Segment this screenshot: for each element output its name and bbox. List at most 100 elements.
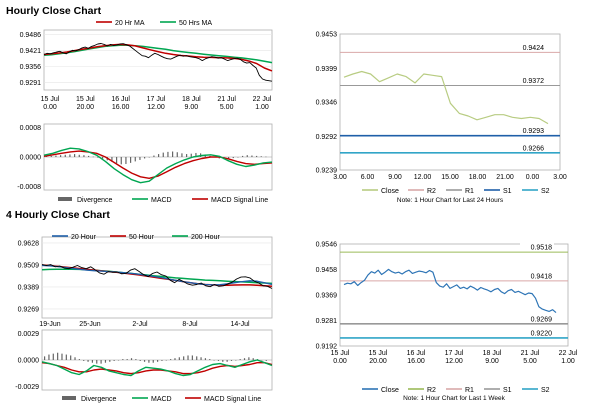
hourly-macd-divergence-bar bbox=[256, 155, 258, 157]
weekly-hourly-legend-r1-label: R1 bbox=[465, 387, 474, 394]
hourly-macd-divergence-bar bbox=[130, 157, 132, 163]
weekly-hourly-legend-s1-label: S1 bbox=[503, 387, 512, 394]
hourly-24h-legend-s1-label: S1 bbox=[503, 188, 512, 195]
hourly-macd-divergence-bar bbox=[232, 157, 234, 159]
hourly-24h-level-r1-label-bg bbox=[512, 76, 546, 85]
hourly-price-x-tick-date: 15 Jul bbox=[41, 96, 60, 103]
hourly-macd-divergence-bar bbox=[190, 153, 192, 157]
hourly-macd-divergence-bar bbox=[181, 153, 183, 157]
weekly-hourly-x-tick-time: 1.00 bbox=[561, 358, 575, 365]
hourly-macd-divergence-bar bbox=[237, 157, 239, 158]
hourly-price-x-tick-time: 0.00 bbox=[43, 104, 57, 111]
four-hourly-macd-divergence-bar bbox=[265, 360, 267, 361]
weekly-hourly-legend-s2-label: S2 bbox=[541, 387, 550, 394]
hourly-24h-close-line bbox=[343, 70, 549, 125]
four-hourly-macd-divergence-bar bbox=[48, 354, 50, 360]
four-hourly-macd-divergence-bar bbox=[65, 354, 67, 360]
weekly-hourly-y-tick: 0.9546 bbox=[316, 242, 338, 249]
four-hourly-macd-divergence-bar bbox=[243, 358, 246, 360]
four-hourly-macd-divergence-bar bbox=[157, 360, 159, 362]
four-hourly-macd-divergence-bar bbox=[191, 355, 193, 360]
weekly-hourly-x-tick-time: 0.00 bbox=[333, 358, 347, 365]
hourly-macd-divergence-bar bbox=[139, 157, 141, 160]
hourly-price-x-tick-date: 21 Jul bbox=[217, 96, 236, 103]
four-hourly-macd-divergence-bar bbox=[261, 360, 263, 361]
four-hourly-macd-divergence-bar bbox=[230, 360, 233, 361]
hourly-macd-macd-line bbox=[43, 147, 273, 184]
four-hourly-macd-divergence-bar bbox=[252, 358, 254, 360]
four-hourly-price-x-tick: 14-Jul bbox=[230, 321, 250, 328]
four-hourly-macd-divergence-bar bbox=[87, 360, 89, 362]
hourly-24h-y-tick: 0.9453 bbox=[316, 32, 338, 39]
four-hourly-price-y-tick: 0.9389 bbox=[18, 284, 40, 291]
hourly-macd-divergence-bar bbox=[176, 152, 178, 157]
four-hourly-price-legend-ma50-label: 50 Hour bbox=[129, 234, 155, 241]
four-hourly-macd-divergence-bar bbox=[122, 359, 124, 360]
hourly-macd-divergence-bar bbox=[158, 154, 160, 157]
hourly-24h-level-r1-label: 0.9372 bbox=[523, 78, 545, 85]
hourly-macd-divergence-bar bbox=[97, 157, 99, 158]
hourly-price-x-tick-date: 17 Jul bbox=[147, 96, 166, 103]
hourly-24h-level-s1-label: 0.9293 bbox=[523, 128, 545, 135]
hourly-24h-legend-s2-label: S2 bbox=[541, 188, 550, 195]
hourly-macd-divergence-bar bbox=[60, 155, 62, 157]
four-hourly-macd-legend-macd-label: MACD bbox=[151, 396, 172, 403]
four-hourly-macd-divergence-bar bbox=[78, 359, 80, 360]
four-hourly-macd-divergence-bar bbox=[126, 359, 128, 360]
four-hourly-price-ma20-line bbox=[41, 264, 273, 286]
hourly-macd-divergence-bar bbox=[228, 157, 230, 159]
hourly-section-title: Hourly Close Chart bbox=[6, 5, 102, 17]
hourly-macd-legend-macd-label: MACD bbox=[151, 197, 172, 204]
weekly-hourly-note: Note: 1 Hour Chart for Last 1 Week bbox=[403, 395, 506, 402]
four-hourly-macd-legend-signal-label: MACD Signal Line bbox=[204, 396, 261, 403]
hourly-price-x-tick-time: 1.00 bbox=[255, 104, 269, 111]
hourly-price-y-tick: 0.9356 bbox=[20, 64, 42, 71]
hourly-price-x-tick-time: 12.00 bbox=[147, 104, 165, 111]
hourly-price-x-tick-time: 9.00 bbox=[185, 104, 199, 111]
hourly-24h-y-tick: 0.9239 bbox=[316, 168, 338, 175]
hourly-macd-divergence-bar bbox=[102, 157, 104, 159]
hourly-price-x-tick-date: 15 Jul bbox=[76, 96, 95, 103]
hourly-price-y-tick: 0.9486 bbox=[20, 32, 42, 39]
weekly-hourly-x-tick-date: 15 Jul bbox=[331, 350, 350, 357]
weekly-hourly-close-line bbox=[343, 268, 557, 314]
four-hourly-macd-divergence-bar bbox=[204, 358, 207, 360]
weekly-hourly-level-s1-label-bg bbox=[520, 314, 554, 323]
four-hourly-macd-legend-divergence-swatch bbox=[62, 396, 76, 400]
hourly-macd-divergence-bar bbox=[111, 157, 113, 162]
four-hourly-macd-divergence-bar bbox=[170, 359, 172, 360]
hourly-macd-divergence-bar bbox=[69, 154, 71, 157]
four-hourly-macd-divergence-bar bbox=[74, 357, 76, 360]
four-hourly-macd-divergence-bar bbox=[217, 360, 220, 361]
weekly-hourly-level-r2-label: 0.9518 bbox=[531, 245, 553, 252]
hourly-macd-divergence-bar bbox=[218, 157, 220, 159]
hourly-24h-level-r2-label: 0.9424 bbox=[523, 45, 545, 52]
weekly-hourly-x-tick-time: 16.00 bbox=[407, 358, 425, 365]
hourly-24h-level-r2-label-bg bbox=[512, 43, 546, 52]
four-hourly-macd-divergence-bar bbox=[209, 359, 211, 360]
four-hourly-macd-divergence-bar bbox=[148, 360, 150, 363]
four-hourly-macd-divergence-bar bbox=[61, 353, 63, 360]
hourly-price-close-line bbox=[43, 43, 273, 82]
hourly-macd-divergence-bar bbox=[83, 155, 85, 157]
hourly-macd-divergence-bar bbox=[246, 155, 248, 157]
weekly-hourly-x-tick-time: 20.00 bbox=[369, 358, 387, 365]
four-hourly-macd-divergence-bar bbox=[239, 359, 241, 360]
weekly-hourly-level-s2-label: 0.9220 bbox=[531, 330, 553, 337]
hourly-price-x-tick-date: 18 Jul bbox=[182, 96, 201, 103]
hourly-price-y-tick: 0.9421 bbox=[20, 48, 42, 55]
hourly-macd-divergence-bar bbox=[46, 156, 48, 157]
hourly-macd-divergence-bar bbox=[134, 157, 136, 162]
hourly-macd-divergence-bar bbox=[55, 155, 57, 157]
hourly-macd-divergence-bar bbox=[172, 151, 174, 157]
weekly-hourly-x-tick-date: 17 Jul bbox=[445, 350, 464, 357]
four-hourly-price-close-line bbox=[41, 264, 273, 289]
hourly-24h-y-tick: 0.9292 bbox=[316, 134, 338, 141]
hourly-macd-divergence-bar bbox=[251, 155, 253, 157]
hourly-macd-divergence-bar bbox=[148, 157, 150, 158]
hourly-macd-y-tick: -0.0008 bbox=[17, 184, 41, 191]
weekly-hourly-x-tick-time: 12.00 bbox=[445, 358, 463, 365]
weekly-hourly-y-tick: 0.9458 bbox=[316, 267, 338, 274]
four-hourly-macd-divergence-bar bbox=[200, 357, 202, 360]
hourly-macd-divergence-bar bbox=[88, 155, 90, 157]
